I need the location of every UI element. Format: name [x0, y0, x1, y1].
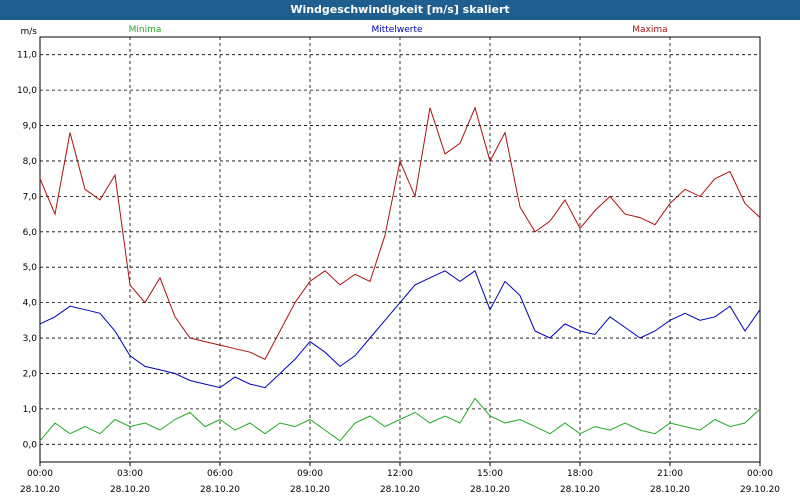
x-tick-time: 00:00 [27, 469, 53, 479]
y-axis-unit: m/s [21, 27, 38, 37]
legend-maxima: Maxima [632, 25, 667, 35]
x-tick-date: 28.10.20 [380, 485, 420, 495]
x-tick-date: 28.10.20 [650, 485, 690, 495]
x-tick-date: 28.10.20 [290, 485, 330, 495]
y-tick-label: 1,0 [23, 405, 38, 415]
x-tick-time: 00:00 [747, 469, 773, 479]
x-tick-time: 18:00 [567, 469, 593, 479]
x-tick-date: 28.10.20 [470, 485, 510, 495]
series-line-maxima [39, 106, 761, 360]
y-tick-label: 7,0 [23, 192, 38, 202]
x-tick-date: 28.10.20 [110, 485, 150, 495]
x-tick-date: 28.10.20 [560, 485, 600, 495]
series-line-mittelwerte [39, 270, 761, 389]
x-tick-time: 06:00 [207, 469, 233, 479]
y-tick-label: 3,0 [23, 334, 38, 344]
y-tick-label: 4,0 [23, 299, 38, 309]
y-tick-label: 10,0 [17, 86, 37, 96]
y-tick-label: 5,0 [23, 263, 38, 273]
y-tick-label: 11,0 [17, 51, 37, 61]
legend-minima: Minima [129, 25, 162, 35]
y-tick-label: 0,0 [23, 440, 38, 450]
y-tick-label: 8,0 [23, 157, 38, 167]
x-tick-time: 03:00 [117, 469, 143, 479]
x-tick-date: 28.10.20 [200, 485, 240, 495]
chart-title: Windgeschwindigkeit [m/s] skaliert [0, 0, 800, 20]
y-tick-label: 6,0 [23, 228, 38, 238]
x-tick-time: 12:00 [387, 469, 413, 479]
x-tick-time: 09:00 [297, 469, 323, 479]
x-tick-date: 28.10.20 [20, 485, 60, 495]
x-tick-time: 21:00 [657, 469, 683, 479]
legend-mittelwerte: Mittelwerte [371, 25, 422, 35]
x-tick-time: 15:00 [477, 469, 503, 479]
y-tick-label: 2,0 [23, 369, 38, 379]
y-tick-label: 9,0 [23, 122, 38, 132]
x-tick-date: 29.10.20 [740, 485, 780, 495]
wind-speed-chart: 0,0 1,0 2,0 3,0 4,0 5,0 6,0 7,0 8,0 9,0 10,0 11,0 m/… [17, 25, 780, 495]
series-line-minima [39, 397, 761, 442]
